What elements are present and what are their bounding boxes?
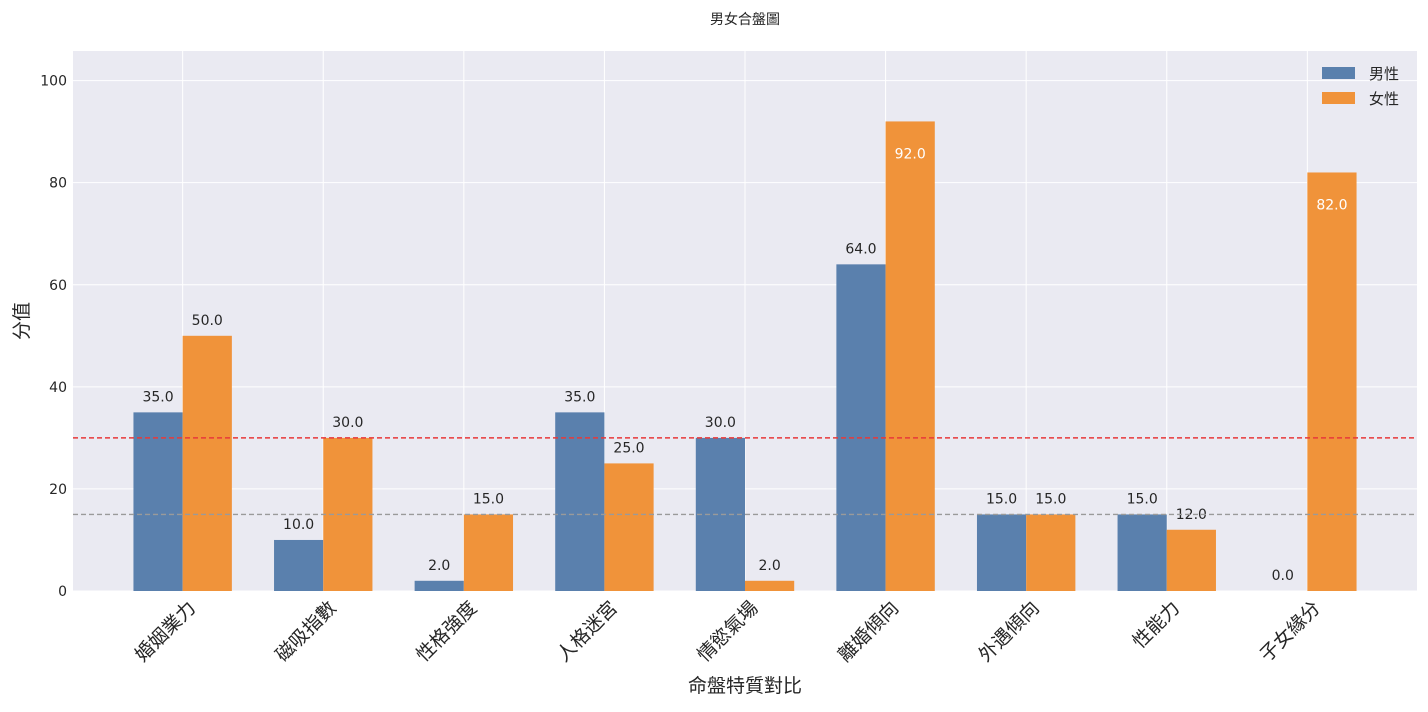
- data-label: 0.0: [1272, 568, 1294, 584]
- data-label: 2.0: [428, 558, 450, 574]
- bar-female: [463, 514, 514, 591]
- x-tick-label: 婚姻業力: [131, 597, 200, 666]
- bar-female: [1166, 529, 1216, 591]
- x-tick-label: 情慾氣場: [693, 597, 762, 666]
- bar-male: [555, 412, 605, 591]
- x-tick-label: 性能力: [1128, 597, 1184, 653]
- x-tick-label: 人格迷宮: [553, 597, 622, 666]
- legend-swatch: [1322, 92, 1355, 104]
- legend-swatch: [1322, 67, 1355, 79]
- y-tick-label: 60: [49, 278, 67, 294]
- y-tick-label: 0: [58, 584, 67, 600]
- data-label: 15.0: [986, 491, 1017, 507]
- bar-female: [885, 121, 935, 591]
- data-label: 15.0: [1035, 491, 1066, 507]
- x-tick-label: 子女緣分: [1256, 597, 1325, 666]
- y-tick-label: 80: [49, 176, 67, 192]
- data-label: 2.0: [758, 558, 780, 574]
- bar-male: [1117, 514, 1167, 591]
- bar-female: [182, 335, 232, 591]
- bar-male: [274, 539, 324, 591]
- data-label: 92.0: [895, 146, 926, 162]
- bar-female: [745, 580, 795, 591]
- y-tick-label: 20: [49, 482, 67, 498]
- data-label: 25.0: [613, 440, 644, 456]
- x-axis-label: 命盤特質對比: [688, 675, 802, 697]
- x-tick-label: 磁吸指數: [271, 597, 340, 666]
- data-label: 64.0: [845, 241, 876, 257]
- bar-male: [133, 412, 183, 591]
- data-label: 10.0: [283, 517, 314, 533]
- bar-female: [1307, 172, 1357, 591]
- chart-title: 男女合盤圖: [710, 11, 780, 28]
- legend-label: 女性: [1369, 90, 1399, 108]
- data-label: 50.0: [192, 313, 223, 329]
- x-tick-label: 外遇傾向: [974, 597, 1043, 666]
- bar-female: [1026, 514, 1076, 591]
- y-axis-label: 分值: [11, 302, 33, 340]
- bar-male: [695, 437, 745, 591]
- bar-male: [976, 514, 1027, 591]
- bar-male: [414, 580, 464, 591]
- data-label: 30.0: [332, 415, 363, 431]
- data-label: 30.0: [705, 415, 736, 431]
- bar-female: [604, 463, 654, 591]
- y-tick-label: 100: [40, 74, 67, 90]
- data-label: 35.0: [564, 389, 595, 405]
- data-label: 15.0: [1127, 491, 1158, 507]
- legend-label: 男性: [1369, 65, 1399, 83]
- data-label: 82.0: [1316, 197, 1347, 213]
- bar-male: [836, 264, 886, 591]
- data-label: 35.0: [142, 389, 173, 405]
- x-tick-label: 性格強度: [412, 597, 481, 666]
- x-tick-label: 離婚傾向: [834, 597, 903, 666]
- data-label: 12.0: [1176, 507, 1207, 523]
- data-label: 15.0: [473, 491, 504, 507]
- y-tick-label: 40: [49, 380, 67, 396]
